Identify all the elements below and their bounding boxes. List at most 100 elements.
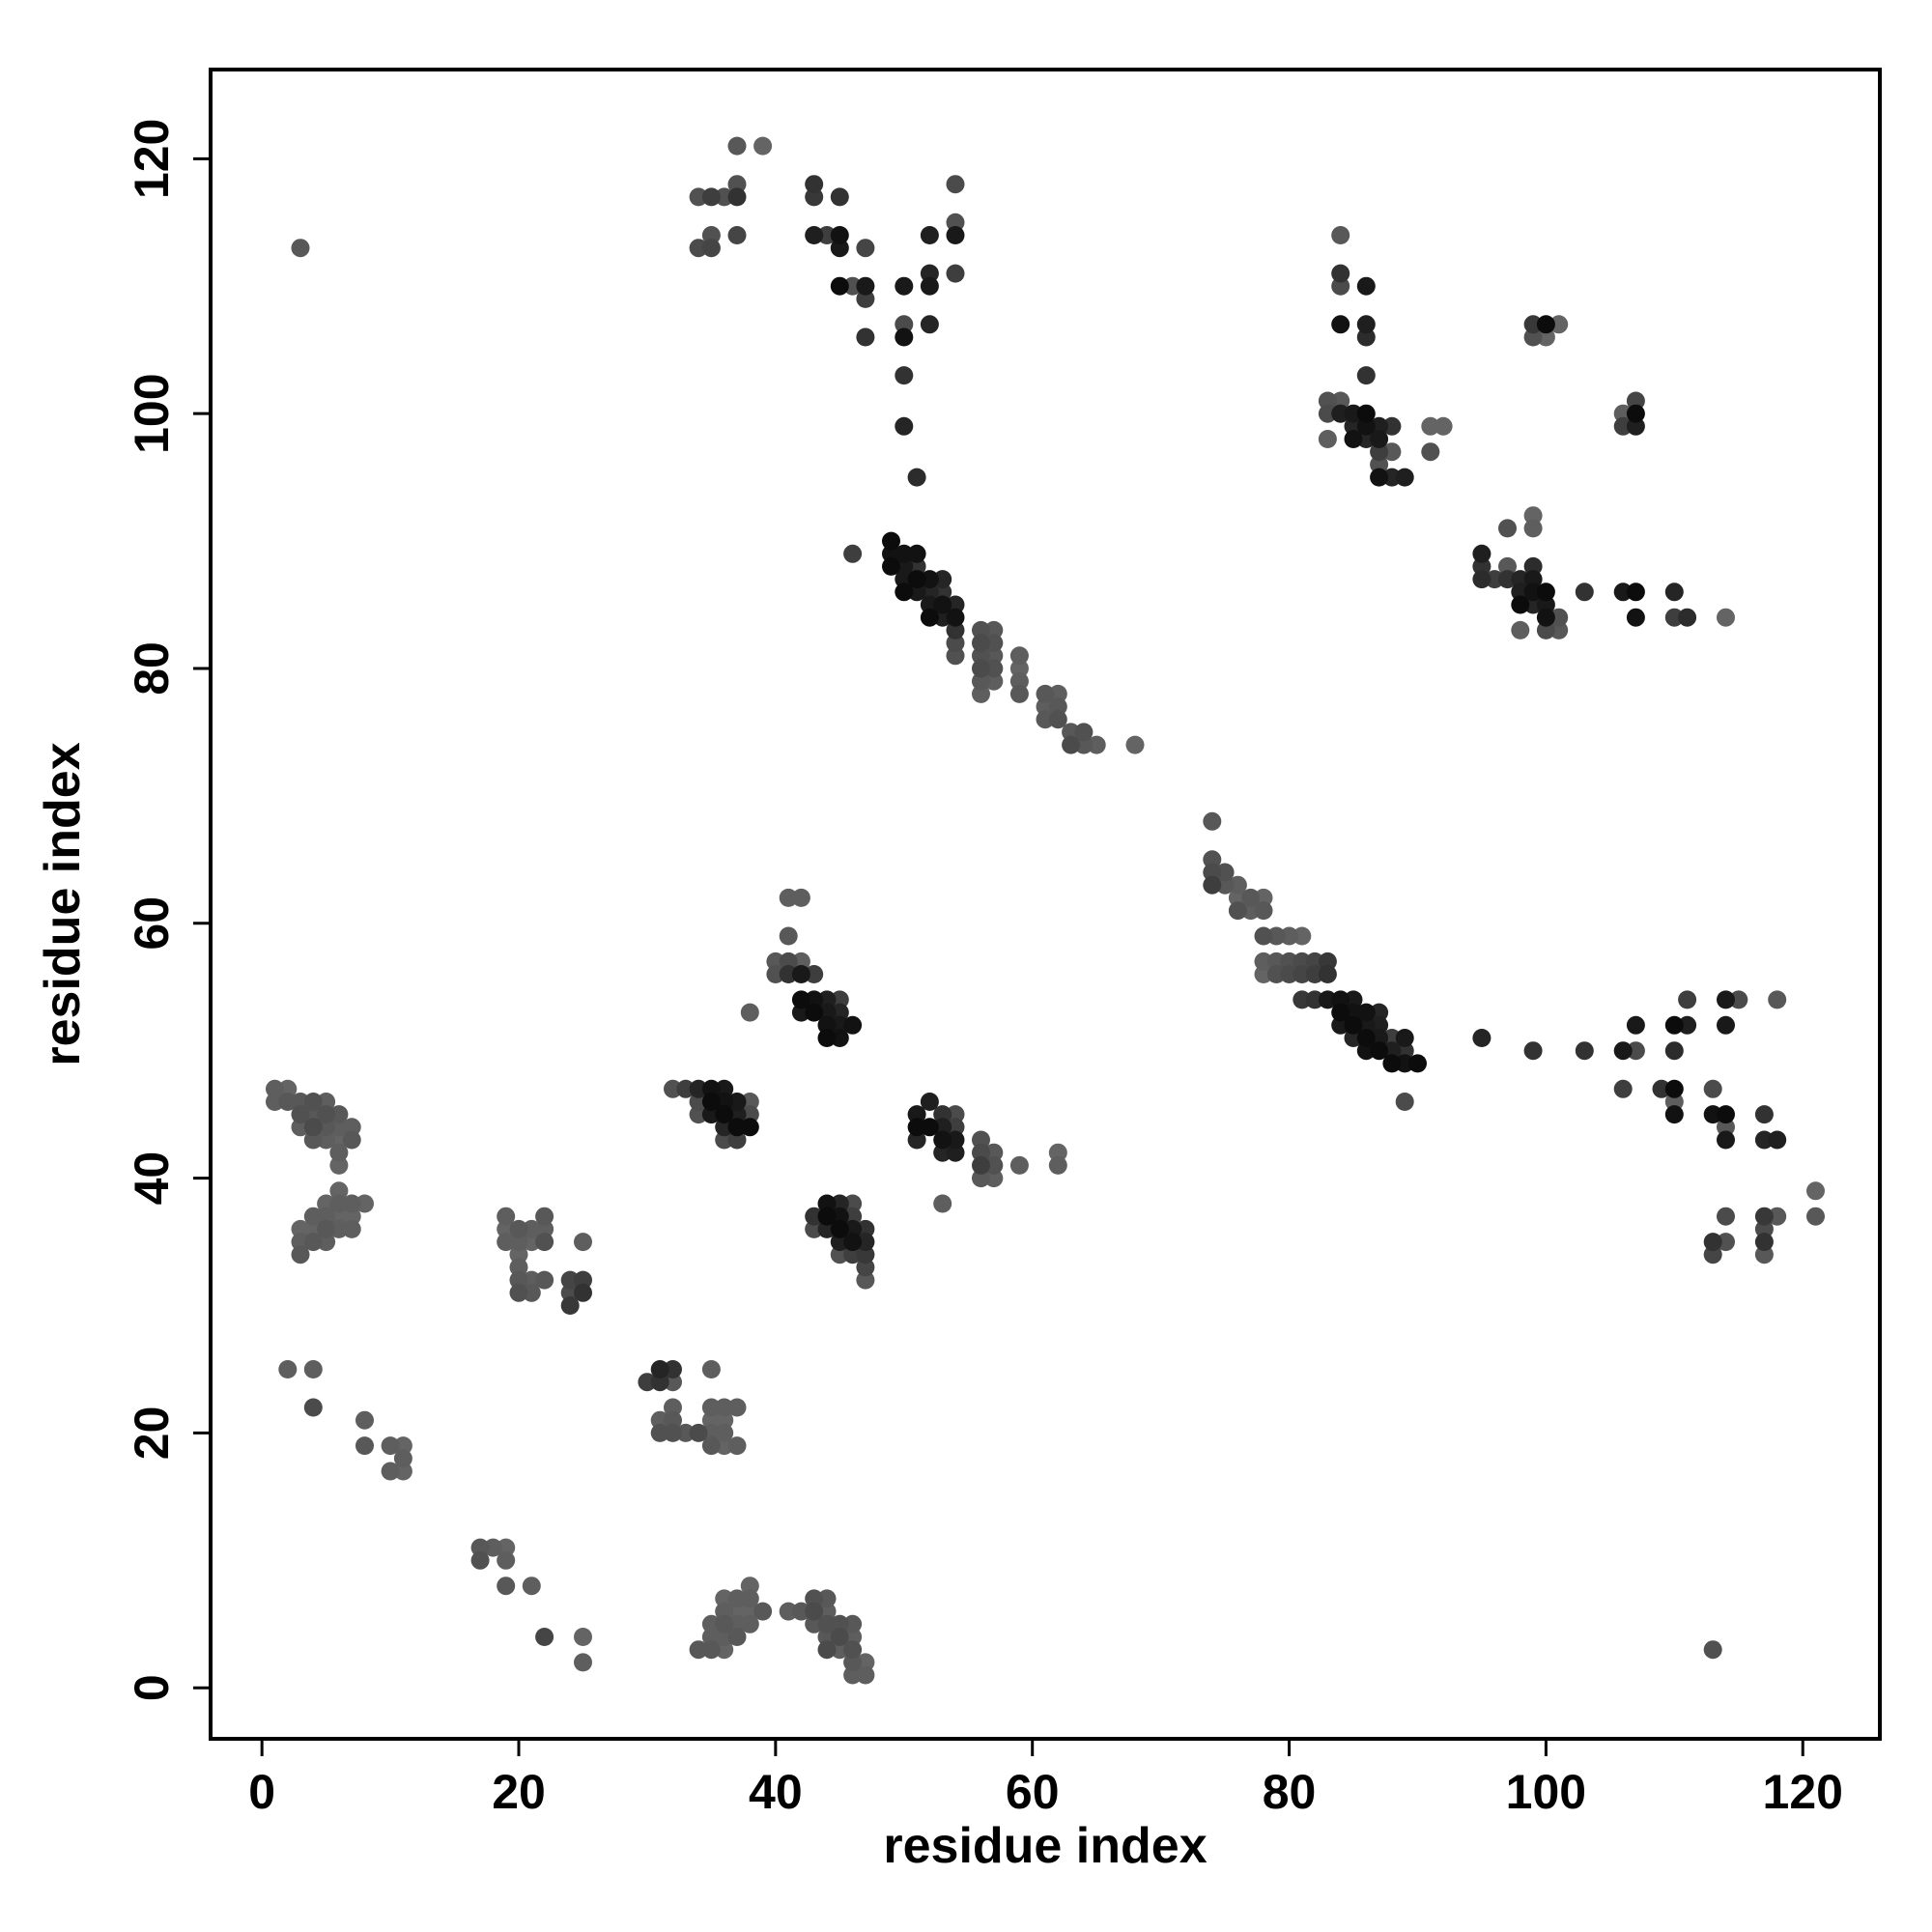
contact-point-109	[1356, 430, 1376, 448]
contact-point-11	[753, 136, 773, 156]
contact-point-92	[1331, 264, 1350, 283]
contact-point-301	[907, 1105, 926, 1124]
contact-point-470	[791, 1602, 810, 1621]
contact-point-423	[664, 1360, 682, 1378]
y-axis-title: residue index	[35, 742, 91, 1065]
contact-point-162	[1717, 608, 1735, 627]
contact-point-326	[805, 1219, 824, 1238]
contact-point-317	[972, 1155, 990, 1175]
contact-point-409	[303, 1360, 323, 1378]
contact-point-19	[830, 276, 849, 296]
contact-point-404	[560, 1296, 580, 1315]
contact-point-276	[830, 990, 849, 1009]
contact-point-249	[1754, 1219, 1774, 1238]
contact-point-139	[1498, 556, 1517, 576]
contact-point-41	[882, 544, 900, 563]
contact-point-269	[791, 1003, 810, 1022]
contact-point-21	[856, 239, 875, 258]
contact-point-329	[817, 1219, 837, 1238]
contact-point-199	[1344, 1003, 1363, 1022]
contact-point-373	[317, 1194, 336, 1213]
contact-point-188	[1293, 990, 1312, 1009]
y-axis: 0 20 40 60 80 100 120	[125, 119, 211, 1701]
contact-point-154	[1549, 620, 1569, 639]
y-tick-label-40: 40	[125, 1151, 179, 1206]
contact-point-452	[701, 1614, 721, 1634]
contact-point-312	[946, 1130, 965, 1150]
contact-point-467	[740, 1614, 759, 1634]
x-tick-label-120: 120	[1763, 1765, 1843, 1819]
contact-point-387	[497, 1233, 516, 1252]
contact-point-431	[701, 1398, 721, 1417]
contact-point-450	[574, 1653, 592, 1672]
contact-point-367	[291, 1219, 310, 1238]
contact-point-290	[715, 1093, 734, 1111]
contact-point-418	[638, 1373, 657, 1392]
contact-point-455	[715, 1589, 734, 1608]
contact-point-469	[779, 1602, 798, 1621]
contact-point-193	[1318, 965, 1337, 983]
contact-point-7	[727, 136, 747, 156]
contact-point-374	[317, 1207, 336, 1226]
contact-point-487	[856, 1653, 875, 1672]
contact-point-68	[972, 671, 990, 691]
contact-point-285	[689, 1105, 708, 1124]
contact-point-133	[1523, 506, 1543, 526]
contact-point-241	[1717, 1118, 1735, 1137]
contact-point-422	[650, 1423, 669, 1442]
contact-point-319	[984, 1155, 1004, 1175]
contact-point-279	[830, 1029, 849, 1047]
contact-point-112	[1370, 442, 1389, 462]
contact-point-115	[1382, 416, 1402, 436]
contact-point-94	[1331, 315, 1350, 334]
contact-point-378	[329, 1194, 349, 1213]
contact-point-293	[715, 1130, 734, 1150]
contact-point-34	[920, 315, 939, 334]
contact-point-148	[1523, 595, 1543, 614]
contact-point-466	[740, 1602, 759, 1621]
contact-point-67	[972, 659, 990, 678]
contact-point-71	[984, 634, 1004, 653]
contact-point-242	[1717, 1130, 1735, 1150]
contact-point-1	[689, 187, 708, 207]
contact-point-43	[895, 544, 914, 563]
contact-point-24	[856, 327, 875, 347]
x-tick-label-60: 60	[1006, 1765, 1060, 1819]
contact-point-350	[291, 1105, 310, 1124]
contact-point-85	[1062, 723, 1081, 742]
contact-point-76	[1009, 659, 1029, 678]
contact-point-395	[522, 1233, 541, 1252]
contact-point-465	[740, 1589, 759, 1608]
contact-point-363	[329, 1143, 349, 1162]
contact-point-477	[817, 1628, 837, 1646]
contact-point-140	[1498, 570, 1517, 589]
contact-point-260	[766, 952, 785, 971]
contact-point-40	[882, 531, 900, 551]
contact-point-346	[266, 1093, 284, 1111]
contact-point-308	[933, 1130, 952, 1150]
contact-point-164	[1203, 850, 1222, 869]
contact-point-411	[355, 1410, 374, 1430]
contact-point-432	[701, 1410, 721, 1430]
contact-point-303	[907, 1130, 926, 1150]
contact-point-463	[727, 1628, 747, 1646]
contact-point-345	[266, 1079, 284, 1098]
x-axis: 0 20 40 60 80 100 120	[248, 1739, 1843, 1819]
contact-point-126	[1549, 315, 1569, 334]
contact-point-408	[278, 1360, 298, 1378]
contact-point-322	[1009, 1155, 1029, 1175]
contact-point-166	[1203, 875, 1222, 895]
contact-point-28	[895, 366, 914, 385]
contact-point-257	[779, 888, 798, 907]
contact-point-384	[355, 1194, 374, 1213]
contact-point-261	[766, 965, 785, 983]
contact-point-356	[317, 1093, 336, 1111]
contact-point-95	[1356, 276, 1376, 296]
contact-point-98	[1356, 366, 1376, 385]
contact-point-5	[701, 239, 721, 258]
contact-point-3	[701, 187, 721, 207]
x-tick-label-20: 20	[492, 1765, 546, 1819]
contact-point-430	[701, 1360, 721, 1378]
contact-point-22	[856, 276, 875, 296]
contact-point-128	[1613, 416, 1633, 436]
